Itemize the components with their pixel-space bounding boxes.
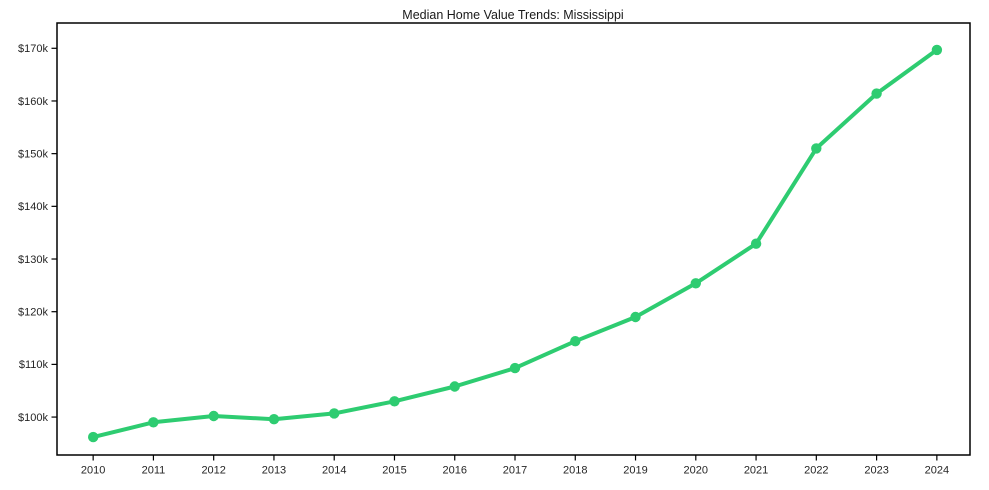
data-point-marker <box>750 238 762 249</box>
x-tick-label: 2023 <box>864 465 888 477</box>
x-axis: 2010 2011 2012 2013 2014 2015 2016 2017 2018 2019… <box>81 455 949 477</box>
data-point-marker <box>329 408 340 419</box>
x-tick-label: 2024 <box>925 465 949 477</box>
line-series <box>88 44 943 443</box>
y-tick-label: $120k <box>18 307 48 319</box>
x-tick-label: 2017 <box>503 465 527 477</box>
data-point-marker <box>88 431 99 443</box>
trend-line <box>91 47 939 440</box>
y-tick-label: $160k <box>18 96 48 108</box>
y-tick-label: $100k <box>18 412 48 424</box>
data-point-marker <box>208 410 219 422</box>
y-tick-label: $150k <box>18 148 48 160</box>
x-tick-label: 2019 <box>623 465 647 477</box>
data-point-marker <box>509 362 521 374</box>
data-point-marker <box>811 143 822 154</box>
y-tick-label: $170k <box>18 43 48 55</box>
x-tick-label: 2014 <box>322 465 346 477</box>
data-point-marker <box>871 88 882 99</box>
x-tick-label: 2011 <box>142 465 166 477</box>
x-tick-label: 2016 <box>443 465 467 477</box>
y-tick-label: $110k <box>19 359 49 371</box>
data-point-marker <box>148 417 159 428</box>
y-axis: $100k $110k $120k $130k $140k $150k $160k $170k <box>18 43 57 424</box>
y-tick-label: $140k <box>18 201 48 213</box>
x-tick-label: 2012 <box>201 465 225 477</box>
data-point-marker <box>570 336 581 347</box>
y-tick-label: $130k <box>18 254 48 266</box>
data-point-marker <box>389 396 400 407</box>
x-tick-label: 2013 <box>262 465 286 477</box>
data-point-marker <box>268 414 280 425</box>
data-point-marker <box>630 311 641 323</box>
plot-border <box>56 22 971 456</box>
x-tick-label: 2020 <box>684 465 708 477</box>
x-tick-label: 2018 <box>563 465 587 477</box>
data-point-marker <box>449 381 460 392</box>
x-tick-label: 2010 <box>81 465 105 477</box>
chart-title: Median Home Value Trends: Mississippi <box>402 8 623 22</box>
data-point-marker <box>931 44 943 56</box>
x-tick-label: 2022 <box>804 465 828 477</box>
x-tick-label: 2021 <box>744 465 768 477</box>
plot-border-rect <box>56 22 971 456</box>
data-point-marker <box>690 278 701 289</box>
x-tick-label: 2015 <box>382 465 406 477</box>
